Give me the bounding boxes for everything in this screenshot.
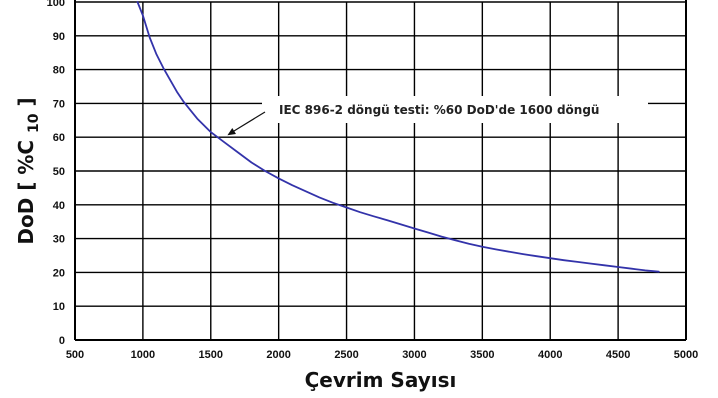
line-layer xyxy=(136,1,660,273)
y-tick-label: 60 xyxy=(53,132,65,144)
x-tick-label: 1000 xyxy=(131,349,155,361)
y-tick-label: 90 xyxy=(53,31,65,43)
y-tick-label: 30 xyxy=(53,234,65,246)
x-tick-label: 1500 xyxy=(199,349,223,361)
axis-layer xyxy=(74,0,687,341)
x-tick-label: 2000 xyxy=(266,349,290,361)
x-tick-label: 4500 xyxy=(606,349,630,361)
y-axis-label-subscript: 10 xyxy=(26,113,42,133)
x-tick-label: 3500 xyxy=(470,349,494,361)
tick-label-layer: 0 10 20 30 40 50 60 70 80 90 100 500 1000 1500 2000 250… xyxy=(47,0,699,361)
y-tick-label: 40 xyxy=(53,200,65,212)
y-axis-label-prefix: DoD [ %C xyxy=(14,140,38,245)
y-tick-label: 80 xyxy=(53,65,65,77)
x-tick-label: 5000 xyxy=(674,349,698,361)
y-tick-label: 0 xyxy=(59,335,65,347)
annotation-arrow-head xyxy=(227,128,236,136)
annotation-arrow-line xyxy=(230,111,266,134)
y-axis-label: DoD [ %C 10 ] xyxy=(14,97,43,244)
x-axis-label: Çevrim Sayısı xyxy=(305,368,457,392)
x-tick-label: 4000 xyxy=(538,349,562,361)
annotation-layer: IEC 896-2 döngü testi: %60 DoD'de 1600 d… xyxy=(227,96,648,136)
x-tick-label: 500 xyxy=(66,349,84,361)
y-tick-label: 50 xyxy=(53,166,65,178)
dod-curve-line xyxy=(136,1,660,273)
annotation-text: IEC 896-2 döngü testi: %60 DoD'de 1600 d… xyxy=(279,103,599,117)
y-tick-label: 70 xyxy=(53,98,65,110)
annotation-background xyxy=(262,96,648,123)
y-tick-label: 20 xyxy=(53,267,65,279)
y-tick-label: 100 xyxy=(47,0,65,9)
y-tick-label: 10 xyxy=(53,301,65,313)
y-axis-label-suffix: ] xyxy=(14,97,38,106)
x-tick-label: 3000 xyxy=(402,349,426,361)
x-tick-label: 2500 xyxy=(334,349,358,361)
